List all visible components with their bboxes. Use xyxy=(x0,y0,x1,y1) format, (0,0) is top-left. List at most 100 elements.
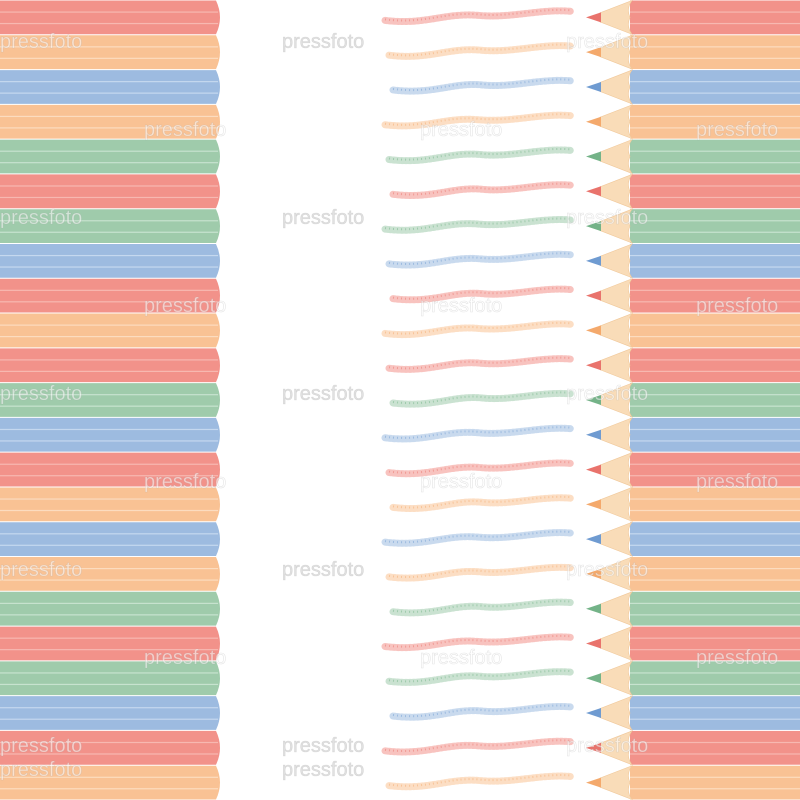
pencil-wood xyxy=(599,104,633,140)
left-pencil xyxy=(0,452,220,487)
pencil-tip xyxy=(586,81,601,92)
crayon-stroke xyxy=(388,565,573,579)
pencil-tip xyxy=(586,464,601,475)
left-pencil-stripe xyxy=(0,672,218,674)
left-pencil-stripe xyxy=(0,162,218,164)
right-pencil-stripe xyxy=(630,336,800,338)
right-pencil-body xyxy=(630,417,800,452)
right-pencil-body xyxy=(630,452,800,487)
watermark: pressfoto xyxy=(282,759,364,781)
right-pencil-stripe xyxy=(630,741,800,744)
watermark: pressfoto xyxy=(696,119,778,141)
right-pencil-stripe xyxy=(630,475,800,477)
pencil-wood xyxy=(599,591,633,627)
pencil-tip xyxy=(586,708,601,719)
left-pencil-stripe xyxy=(0,544,218,546)
left-pencil xyxy=(0,209,220,243)
left-pencil-stripe xyxy=(0,753,218,755)
crayon-stroke xyxy=(388,356,573,370)
left-pencil-stripe xyxy=(0,394,218,396)
left-pencil-stripe xyxy=(0,231,218,233)
pencil-tip xyxy=(586,12,601,23)
left-pencil-stripe xyxy=(0,463,218,465)
crayon-stroke xyxy=(388,252,573,265)
left-pencil-stripe xyxy=(0,741,218,744)
right-pencil-stripe xyxy=(630,637,800,639)
pencil-tip xyxy=(586,290,601,301)
crayon-stroke xyxy=(392,182,573,196)
left-pencil xyxy=(0,348,220,383)
watermark: pressfoto xyxy=(0,383,82,405)
pencil-tip xyxy=(586,534,601,545)
pencil-wood xyxy=(599,34,633,70)
right-pencil-stripe xyxy=(630,428,800,431)
pencil-wood xyxy=(599,347,633,383)
crayon-stroke xyxy=(384,113,573,126)
right-pencil-body xyxy=(630,661,800,696)
pencil-wood xyxy=(599,417,633,453)
left-pencil-stripe xyxy=(0,475,218,477)
left-pencil-stripe xyxy=(0,776,218,778)
watermark: pressfoto xyxy=(0,559,82,581)
pencil-tip xyxy=(586,47,601,58)
right-pencil-stripe xyxy=(630,405,800,407)
left-pencil-stripe xyxy=(0,46,218,48)
right-pencil-stripe xyxy=(630,92,800,94)
watermark: pressfoto xyxy=(566,735,648,757)
crayon-stroke xyxy=(388,147,573,161)
watermark: pressfoto xyxy=(144,295,226,317)
right-pencil-stripe xyxy=(630,440,800,442)
right-pencil-body xyxy=(630,348,800,383)
left-pencil-stripe xyxy=(0,92,218,94)
left-pencil-stripe xyxy=(0,509,218,512)
right-pencil-stripe xyxy=(630,649,800,651)
left-pencil xyxy=(0,522,220,557)
pencil-tip xyxy=(586,360,601,371)
left-pencil-stripe xyxy=(0,359,218,361)
right-pencil-body xyxy=(630,765,800,800)
right-pencil-stripe xyxy=(630,672,800,674)
left-pencil-stripe xyxy=(0,81,218,83)
right-pencil-stripe xyxy=(630,324,800,326)
left-pencil-stripe xyxy=(0,602,218,604)
watermark: pressfoto xyxy=(420,647,502,669)
right-pencil-stripe xyxy=(630,788,800,790)
right-pencil-stripe xyxy=(630,614,800,616)
right-pencil-body xyxy=(630,626,800,661)
left-pencil-stripe xyxy=(0,498,218,500)
pencil-tip xyxy=(586,395,601,405)
left-pencil-stripe xyxy=(0,405,218,407)
left-pencil xyxy=(0,104,220,139)
right-pencil-stripe xyxy=(630,11,800,13)
right-pencil-body xyxy=(630,209,800,243)
watermark: pressfoto xyxy=(696,295,778,317)
crayon-stroke xyxy=(388,43,573,57)
right-pencil-body xyxy=(630,383,800,417)
right-pencil-stripe xyxy=(630,568,800,570)
pencil-wood xyxy=(599,138,633,175)
pencil-wood xyxy=(599,452,633,488)
left-pencil xyxy=(0,383,220,417)
left-pencil xyxy=(0,591,220,626)
right-pencil-stripe xyxy=(630,196,800,199)
right-pencil-body xyxy=(630,0,800,35)
left-pencil-stripe xyxy=(0,370,218,372)
left-pencil xyxy=(0,70,220,104)
right-pencil-body xyxy=(630,139,800,174)
pencil-tip xyxy=(586,603,601,614)
left-pencil-stripe xyxy=(0,324,218,326)
pencil-wood xyxy=(599,695,633,731)
watermark: pressfoto xyxy=(696,647,778,669)
crayon-stroke xyxy=(392,495,573,509)
pencil-tip xyxy=(586,499,601,510)
left-pencil-stripe xyxy=(0,150,218,152)
right-pencil-stripe xyxy=(630,370,800,372)
right-pencil-body xyxy=(630,174,800,209)
left-pencil-stripe xyxy=(0,579,218,581)
right-pencil-stripe xyxy=(630,22,800,25)
right-pencil-stripe xyxy=(630,707,800,709)
watermark: pressfoto xyxy=(566,559,648,581)
left-pencil xyxy=(0,243,220,278)
right-pencil-stripe xyxy=(630,185,800,187)
left-pencil-stripe xyxy=(0,788,218,790)
